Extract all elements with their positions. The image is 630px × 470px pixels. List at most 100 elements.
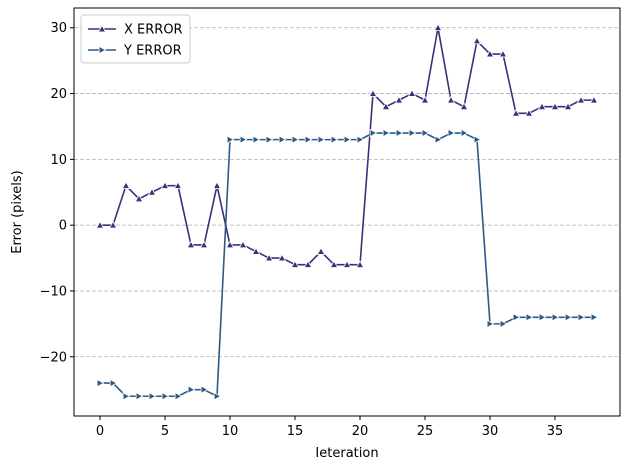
data-point [538, 313, 547, 322]
data-point [589, 95, 599, 104]
data-point [239, 135, 248, 144]
data-point [434, 135, 443, 144]
data-point [433, 23, 443, 32]
data-point [381, 102, 391, 110]
data-point [187, 385, 196, 394]
data-point [122, 391, 131, 401]
data-point [563, 102, 573, 110]
data-point [225, 240, 235, 249]
data-point [264, 253, 274, 262]
data-point [486, 319, 495, 329]
data-point [160, 181, 170, 189]
x-tick-label: 15 [287, 424, 304, 439]
data-point [173, 181, 183, 189]
y-tick-label: 10 [50, 153, 67, 168]
data-point [564, 313, 573, 322]
data-point [148, 391, 157, 401]
data-point [577, 313, 586, 322]
legend-label: Y ERROR [123, 44, 182, 59]
data-point [408, 128, 417, 138]
data-point [342, 260, 352, 268]
data-point [343, 135, 352, 144]
data-point [278, 135, 287, 144]
data-point [238, 240, 248, 249]
data-point [95, 220, 105, 229]
data-point [395, 128, 404, 138]
data-point [512, 313, 521, 322]
legend: X ERROR Y ERROR [80, 14, 191, 64]
data-point [121, 181, 131, 189]
data-point [161, 391, 170, 401]
data-point [525, 313, 534, 322]
data-point [524, 108, 534, 117]
data-point [498, 49, 508, 58]
data-point [303, 260, 313, 268]
y-tick-label: 20 [50, 87, 67, 102]
data-point [174, 391, 183, 401]
data-point [407, 89, 417, 97]
y-tick-label: 30 [50, 21, 67, 36]
data-point [485, 49, 495, 58]
series-layer [95, 23, 599, 401]
data-point [459, 102, 469, 110]
legend-marker [98, 45, 107, 55]
x-tick-label: 5 [161, 424, 169, 439]
legend-box [80, 14, 191, 64]
data-point [421, 128, 430, 138]
data-point [551, 313, 560, 322]
plot-frame [73, 7, 621, 417]
data-point [368, 89, 378, 97]
x-tick-label: 10 [222, 424, 239, 439]
legend-label: X ERROR [124, 23, 183, 38]
data-point [317, 135, 326, 144]
x-tick-label: 30 [482, 424, 499, 439]
data-point [394, 95, 404, 104]
y-tick-label: −10 [40, 284, 67, 299]
legend-marker [97, 24, 107, 33]
y-tick-label: −20 [40, 350, 67, 365]
data-point [511, 108, 521, 117]
data-point [226, 135, 235, 144]
data-point [251, 247, 261, 255]
data-point [134, 194, 144, 203]
data-point [355, 260, 365, 268]
data-point [356, 135, 365, 144]
x-tick-label: 25 [417, 424, 434, 439]
data-point [277, 253, 287, 262]
data-point [147, 187, 157, 196]
x-tick-label: 20 [352, 424, 369, 439]
x-tick-label: 35 [547, 424, 564, 439]
data-point [290, 260, 300, 268]
data-point [537, 102, 547, 110]
x-tick-label: 0 [96, 424, 104, 439]
data-point [329, 260, 339, 268]
x-axis-label: Ieteration [315, 446, 378, 461]
data-point [108, 220, 118, 229]
data-point [304, 135, 313, 144]
data-point [420, 95, 430, 104]
data-point [499, 319, 508, 329]
axis-ticks: −20 −10 0 10 20 30 0 5 10 15 20 25 30 35 [40, 21, 564, 439]
data-point [446, 95, 456, 104]
data-point [199, 240, 209, 249]
data-point [200, 385, 209, 394]
data-point [576, 95, 586, 104]
data-point [590, 313, 599, 322]
data-point [460, 128, 469, 138]
data-point [96, 378, 105, 388]
data-point [212, 181, 222, 189]
data-point [109, 378, 118, 388]
data-point [186, 240, 196, 249]
data-point [472, 36, 482, 45]
data-point [447, 128, 456, 138]
data-point [252, 135, 261, 144]
data-point [316, 247, 326, 255]
data-point [550, 102, 560, 110]
y-axis-label: Error (pixels) [10, 170, 25, 254]
data-point [369, 128, 378, 138]
data-point [382, 128, 391, 138]
data-point [473, 135, 482, 144]
data-point [265, 135, 274, 144]
y-tick-label: 0 [59, 219, 67, 234]
